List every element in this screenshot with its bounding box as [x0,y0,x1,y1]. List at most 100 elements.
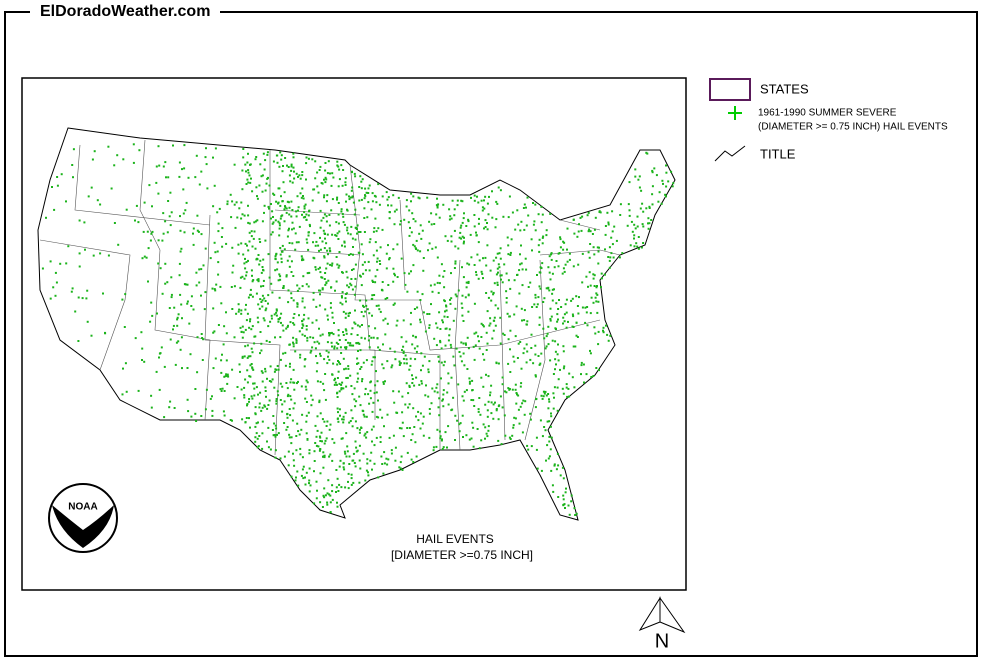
hail-dot [335,469,338,471]
hail-dot [593,326,596,329]
hail-dot [237,303,240,306]
hail-dot [179,229,182,232]
hail-dot [321,288,324,291]
hail-dot [460,199,463,202]
hail-dot [374,281,377,284]
hail-dot [296,302,299,305]
hail-dot [445,304,447,307]
hail-dot [71,164,74,166]
hail-dot [408,386,411,388]
hail-dot [104,331,106,334]
hail-dot [290,436,293,439]
hail-dot [537,355,540,357]
hail-dot [132,143,135,146]
state-line [39,239,131,371]
hail-dot [386,463,389,466]
hail-dot [471,389,474,391]
hail-dot [423,355,426,358]
hail-dot [123,326,126,328]
hail-dot [248,398,251,400]
hail-dot [384,380,386,383]
hail-dot [318,289,320,292]
logo-circle [48,483,118,553]
state-line [399,199,546,451]
hail-dot [293,170,295,173]
hail-dot [418,232,421,235]
hail-dot [319,380,322,383]
hail-dot [637,178,640,181]
hail-dot [447,339,450,342]
hail-dot [287,464,290,467]
hail-dot [507,362,510,365]
hail-dot [324,169,327,172]
hail-dot [633,237,635,240]
hail-dot [462,320,465,322]
hail-dot [337,222,340,225]
hail-dot [465,286,468,289]
hail-dot [481,272,484,275]
hail-dot [438,216,441,219]
hail-dot [336,396,339,398]
hail-dot [288,365,291,368]
hail-dot [245,170,247,173]
hail-dot [597,343,600,346]
hail-dot [477,277,480,280]
hail-dot [274,258,277,261]
hail-dot [314,266,317,269]
hail-dot [264,390,267,392]
hail-dot [117,243,120,246]
hail-dot [338,483,341,486]
hail-dot [378,308,381,311]
hail-dot [547,286,550,289]
hail-dot [454,262,457,265]
hail-dot [521,284,524,287]
hail-dot [523,413,526,416]
hail-dot [365,469,368,472]
hail-dot [266,153,269,156]
hail-dot [316,171,319,174]
arrow-left [638,596,661,632]
hail-dot [344,411,347,414]
hail-dot [487,429,490,432]
hail-dot [246,356,249,359]
hail-dot [394,446,397,449]
hail-dot [377,304,380,307]
hail-dot [442,398,444,401]
hail-dot [323,278,326,280]
hail-dot [557,252,560,255]
hail-dot [347,315,350,317]
hail-dot [216,211,219,214]
hail-dot [489,394,491,397]
hail-dot [373,392,376,395]
hail-dot [296,289,299,292]
hail-dot [274,255,277,258]
hail-dot [450,217,453,220]
hail-dot [248,174,251,177]
hail-dot [592,246,595,249]
hail-dot [593,274,596,277]
hail-dot [477,408,480,411]
hail-dot [305,420,308,423]
hail-dot [324,494,327,497]
hail-dot [342,462,345,465]
hail-dot [357,350,359,352]
hail-dot [379,246,382,249]
hail-dot [257,393,259,396]
hail-dot [245,274,248,277]
hail-dot [492,259,495,262]
hail-dot [500,443,503,446]
hail-dot [548,255,551,258]
hail-dot [353,293,356,296]
hail-dot [465,281,468,284]
hail-dot [570,299,573,302]
hail-dot [195,271,198,274]
hail-dot [353,172,356,175]
hail-dot [279,278,282,281]
hail-dot [321,333,324,336]
hail-dot [235,312,238,315]
hail-dot [241,275,244,278]
hail-dot [480,199,483,202]
hail-dot [556,313,559,316]
hail-dot [243,386,246,389]
hail-dot [291,209,294,211]
